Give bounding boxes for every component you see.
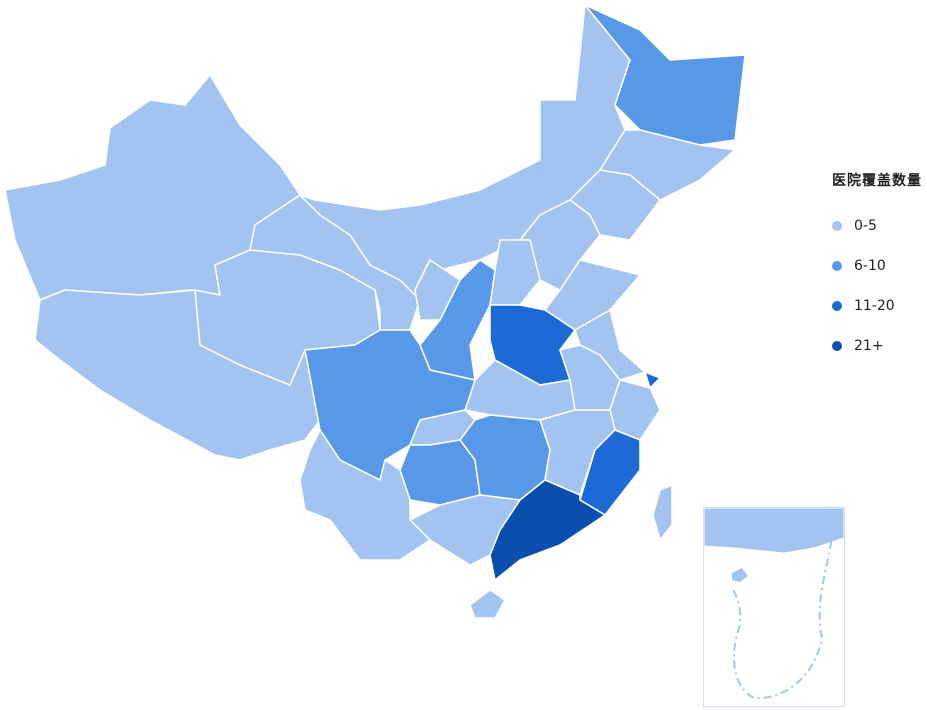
legend-label: 21+ — [854, 338, 884, 354]
legend-dot — [832, 301, 842, 311]
region-yunnan[interactable] — [299, 429, 431, 561]
legend-label: 0-5 — [854, 218, 877, 234]
legend-dot — [832, 341, 842, 351]
region-shanghai[interactable] — [644, 371, 661, 389]
legend-label: 11-20 — [854, 298, 895, 314]
region-ningxia[interactable] — [414, 259, 461, 321]
region-taiwan[interactable] — [652, 484, 673, 541]
legend-dot — [832, 261, 842, 271]
legend-item-6-10[interactable]: 6-10 — [832, 256, 922, 276]
legend-item-0-5[interactable]: 0-5 — [832, 216, 922, 236]
legend-item-21-plus[interactable]: 21+ — [832, 336, 922, 356]
legend-label: 6-10 — [854, 258, 886, 274]
region-heilongjiang[interactable] — [584, 4, 746, 146]
legend-item-11-20[interactable]: 11-20 — [832, 296, 922, 316]
inset-map — [703, 507, 845, 700]
region-tibet[interactable] — [34, 289, 321, 461]
legend-title: 医院覆盖数量 — [832, 173, 922, 189]
legend-dot — [832, 221, 842, 231]
region-qinghai[interactable] — [194, 249, 381, 386]
south-china-sea-inset — [703, 507, 845, 707]
legend: 医院覆盖数量 0-5 6-10 11-20 21+ — [832, 170, 922, 376]
region-hainan[interactable] — [469, 589, 506, 619]
